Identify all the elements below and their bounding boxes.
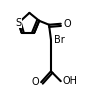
Text: Br: Br bbox=[54, 35, 65, 45]
Text: O: O bbox=[64, 19, 71, 29]
Text: O: O bbox=[32, 77, 39, 87]
Text: OH: OH bbox=[63, 76, 78, 86]
Text: S: S bbox=[16, 18, 22, 28]
